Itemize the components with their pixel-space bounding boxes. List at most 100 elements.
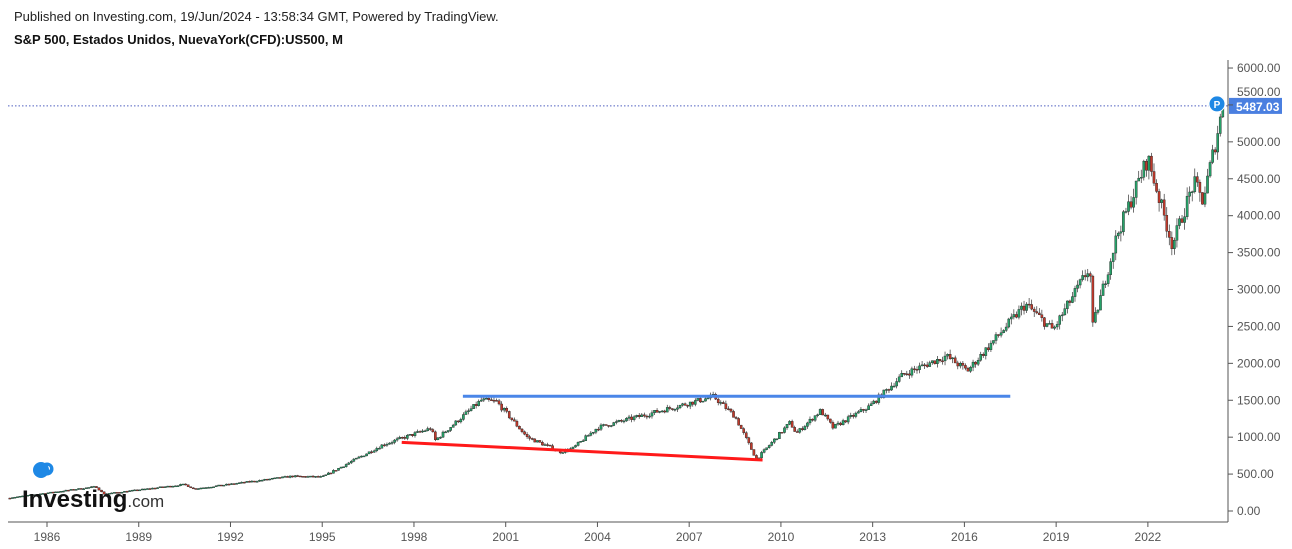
candle-up xyxy=(602,424,605,426)
candle-up xyxy=(867,405,870,410)
candle-up xyxy=(469,408,473,411)
candle-down xyxy=(500,403,503,411)
candle-up xyxy=(928,362,932,367)
candle-up xyxy=(263,478,266,481)
candle-up xyxy=(1160,199,1163,203)
candle-down xyxy=(148,488,152,490)
candle-up xyxy=(1002,330,1005,333)
y-tick-label: 500.00 xyxy=(1237,467,1274,481)
candle-up xyxy=(107,493,111,495)
candle-up xyxy=(133,489,136,492)
candle-up xyxy=(49,491,52,494)
candle-up xyxy=(357,456,361,459)
candle-up xyxy=(464,411,468,415)
candle-up xyxy=(46,492,50,495)
candle-up xyxy=(859,409,863,412)
candle-up xyxy=(202,487,205,489)
candle-down xyxy=(490,399,493,401)
candle-down xyxy=(908,373,911,376)
candle-down xyxy=(732,411,735,418)
candle-down xyxy=(520,428,524,432)
candle-down xyxy=(79,488,83,490)
candle-down xyxy=(938,358,942,362)
candles xyxy=(8,97,1225,500)
candle-up xyxy=(472,404,475,409)
candle-down xyxy=(474,404,478,406)
candle-down xyxy=(153,487,157,490)
candle-up xyxy=(360,455,363,458)
candle-down xyxy=(739,424,743,429)
candle-up xyxy=(719,402,723,404)
candle-up xyxy=(1009,316,1013,320)
candle-up xyxy=(1193,176,1197,192)
candle-down xyxy=(383,444,386,447)
candle-up xyxy=(857,411,860,414)
candle-up xyxy=(158,486,162,488)
candle-up xyxy=(398,437,401,439)
candle-up xyxy=(1012,314,1016,318)
candle-up xyxy=(214,485,218,487)
candle-down xyxy=(737,418,740,426)
candle-up xyxy=(235,483,238,485)
candle-down xyxy=(1038,312,1041,315)
candle-down xyxy=(1129,201,1133,208)
candle-up xyxy=(197,488,200,490)
candle-down xyxy=(663,410,667,413)
candle-down xyxy=(747,437,751,444)
candle-down xyxy=(505,407,509,412)
candle-down xyxy=(953,357,957,364)
candle-down xyxy=(546,444,549,446)
candle-down xyxy=(428,428,432,430)
candle-up xyxy=(951,357,954,360)
candle-up xyxy=(1190,191,1194,193)
candle-down xyxy=(533,438,537,443)
candle-up xyxy=(18,496,22,498)
candle-down xyxy=(671,408,674,410)
x-tick-label: 1989 xyxy=(125,530,152,544)
candle-up xyxy=(1137,177,1141,182)
candle-down xyxy=(411,434,414,436)
candle-up xyxy=(864,409,868,411)
candle-down xyxy=(997,334,1000,336)
candle-up xyxy=(1142,160,1146,178)
candle-up xyxy=(439,436,442,439)
candle-up xyxy=(785,424,789,429)
candle-up xyxy=(612,422,616,426)
candle-up xyxy=(946,354,949,357)
candle-down xyxy=(1150,155,1153,172)
candle-up xyxy=(576,442,580,446)
candle-up xyxy=(1147,155,1151,171)
candle-down xyxy=(691,401,695,405)
y-tick-label: 4500.00 xyxy=(1237,172,1281,186)
candle-up xyxy=(378,448,381,450)
candle-up xyxy=(767,445,771,448)
candle-up xyxy=(385,443,389,446)
candle-up xyxy=(599,424,603,430)
candle-up xyxy=(1020,305,1023,310)
candle-down xyxy=(184,483,187,486)
candle-down xyxy=(964,365,967,369)
candle-down xyxy=(862,409,865,411)
candle-up xyxy=(16,496,19,498)
candle-up xyxy=(413,432,417,436)
x-tick-label: 2010 xyxy=(768,530,795,544)
candle-down xyxy=(831,422,835,429)
candle-up xyxy=(324,474,328,476)
y-tick-label: 3000.00 xyxy=(1237,283,1281,297)
candle-down xyxy=(961,362,965,366)
candle-up xyxy=(33,494,37,496)
candle-up xyxy=(788,421,791,425)
candle-up xyxy=(635,415,638,417)
candle-down xyxy=(844,420,847,423)
candle-up xyxy=(222,484,226,487)
candle-up xyxy=(454,420,458,426)
candle-up xyxy=(1104,283,1107,285)
candle-down xyxy=(1162,199,1166,216)
candle-down xyxy=(403,437,407,439)
candle-up xyxy=(406,434,409,439)
candle-up xyxy=(36,494,40,496)
candle-up xyxy=(1114,235,1118,254)
candle-up xyxy=(803,426,807,430)
candle-down xyxy=(645,415,649,418)
